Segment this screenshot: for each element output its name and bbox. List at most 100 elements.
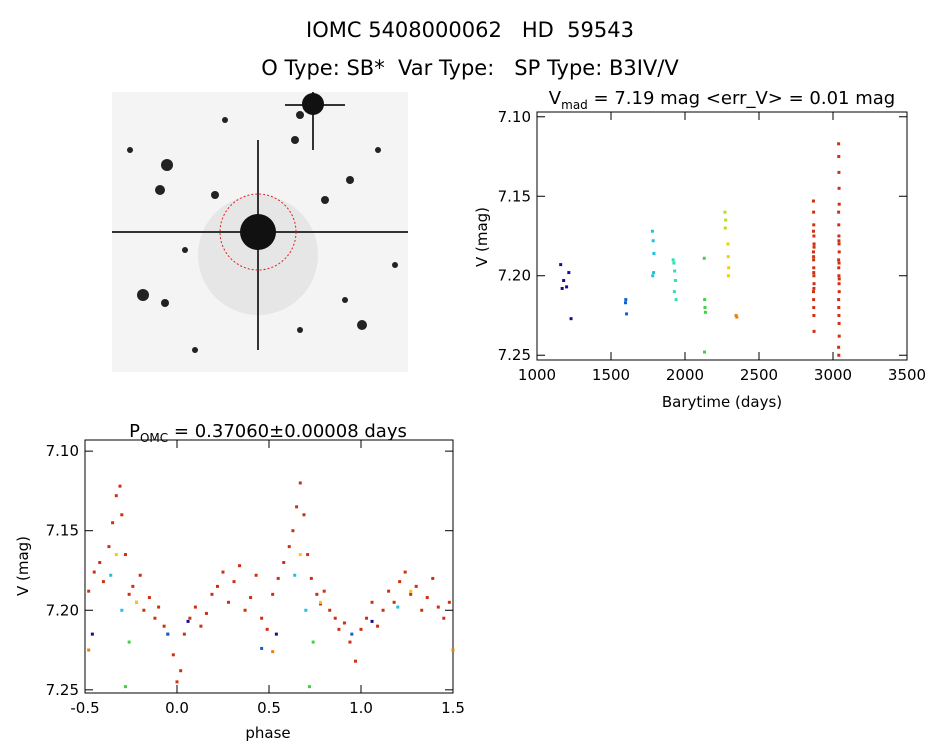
data-point bbox=[157, 605, 161, 609]
data-point bbox=[624, 301, 628, 305]
data-point bbox=[238, 564, 242, 568]
data-point bbox=[442, 616, 446, 620]
data-point bbox=[114, 494, 118, 498]
data-point bbox=[398, 580, 402, 584]
data-point bbox=[812, 258, 816, 262]
x-tick-label: 3500 bbox=[888, 366, 926, 384]
data-point bbox=[811, 199, 815, 203]
data-point bbox=[328, 608, 332, 612]
data-point bbox=[409, 589, 413, 593]
data-point bbox=[370, 600, 374, 604]
data-point bbox=[249, 596, 253, 600]
page-title: IOMC 5408000062 HD 59543 bbox=[306, 18, 634, 42]
x-tick-label: 1.5 bbox=[441, 699, 465, 717]
data-point bbox=[703, 350, 707, 354]
data-point bbox=[672, 290, 676, 294]
data-point bbox=[735, 315, 739, 319]
data-point bbox=[333, 616, 337, 620]
x-tick-label: 1500 bbox=[592, 366, 630, 384]
data-point bbox=[837, 313, 841, 317]
data-point bbox=[350, 632, 354, 636]
data-point bbox=[403, 570, 407, 574]
data-point bbox=[276, 576, 280, 580]
data-point bbox=[182, 632, 186, 636]
data-point bbox=[812, 245, 816, 249]
data-point bbox=[671, 258, 675, 262]
y-tick-label: 7.10 bbox=[46, 442, 79, 460]
x-tick-label: -0.5 bbox=[70, 699, 99, 717]
data-point bbox=[123, 553, 127, 557]
chart-title: Vmad = 7.19 mag <err_V> = 0.01 mag bbox=[549, 88, 895, 112]
title-main: V bbox=[549, 88, 562, 109]
x-tick-label: 2000 bbox=[666, 366, 704, 384]
x-axis-label: Barytime (days) bbox=[662, 393, 782, 411]
y-tick-label: 7.10 bbox=[498, 108, 531, 126]
data-point bbox=[837, 210, 841, 214]
data-point bbox=[120, 608, 124, 612]
data-point bbox=[319, 602, 323, 606]
data-point bbox=[171, 653, 175, 657]
data-point bbox=[673, 269, 677, 273]
data-point bbox=[812, 274, 816, 278]
data-point bbox=[127, 640, 131, 644]
y-axis-label: V (mag) bbox=[473, 207, 491, 267]
data-point bbox=[298, 553, 302, 557]
data-point bbox=[243, 608, 247, 612]
data-point bbox=[138, 573, 142, 577]
data-point bbox=[307, 685, 311, 689]
data-point bbox=[254, 573, 258, 577]
data-point bbox=[111, 521, 115, 525]
data-point bbox=[319, 600, 323, 604]
data-point bbox=[811, 290, 815, 294]
data-point bbox=[837, 239, 841, 243]
data-point bbox=[153, 616, 157, 620]
data-point bbox=[652, 251, 656, 255]
y-axis-label: V (mag) bbox=[14, 536, 32, 596]
data-point bbox=[812, 271, 816, 275]
data-point bbox=[87, 648, 91, 652]
data-point bbox=[120, 513, 124, 517]
data-point bbox=[118, 484, 122, 488]
data-point bbox=[337, 627, 341, 631]
data-point bbox=[812, 266, 816, 270]
data-point bbox=[135, 600, 139, 604]
data-point bbox=[837, 306, 841, 310]
data-point bbox=[186, 619, 190, 623]
star-image bbox=[112, 92, 408, 372]
data-point bbox=[175, 680, 179, 684]
data-point bbox=[365, 616, 369, 620]
data-point bbox=[702, 256, 706, 260]
title-rest: = 7.19 mag <err_V> = 0.01 mag bbox=[588, 88, 895, 109]
data-point bbox=[370, 619, 374, 623]
x-tick-label: 0.5 bbox=[257, 699, 281, 717]
data-point bbox=[287, 545, 291, 549]
data-point bbox=[651, 239, 655, 243]
data-point bbox=[282, 561, 286, 565]
data-point bbox=[811, 250, 815, 254]
data-point bbox=[215, 584, 219, 588]
data-point bbox=[812, 234, 816, 238]
data-point bbox=[298, 481, 302, 485]
data-point bbox=[311, 640, 315, 644]
data-point bbox=[672, 261, 676, 265]
data-point bbox=[420, 608, 424, 612]
data-point bbox=[376, 624, 380, 628]
data-point bbox=[673, 279, 677, 283]
data-point bbox=[396, 605, 400, 609]
data-point bbox=[837, 250, 841, 254]
data-point bbox=[304, 608, 308, 612]
data-point bbox=[260, 616, 264, 620]
data-point bbox=[425, 596, 429, 600]
data-point bbox=[726, 274, 730, 278]
data-point bbox=[837, 298, 841, 302]
data-point bbox=[837, 258, 841, 262]
data-point bbox=[274, 632, 278, 636]
data-point bbox=[726, 242, 730, 246]
data-point bbox=[353, 659, 357, 663]
data-point bbox=[812, 210, 816, 214]
data-point bbox=[431, 576, 435, 580]
data-point bbox=[837, 274, 841, 278]
data-point bbox=[569, 317, 573, 321]
data-point bbox=[127, 592, 131, 596]
data-point bbox=[560, 286, 564, 290]
